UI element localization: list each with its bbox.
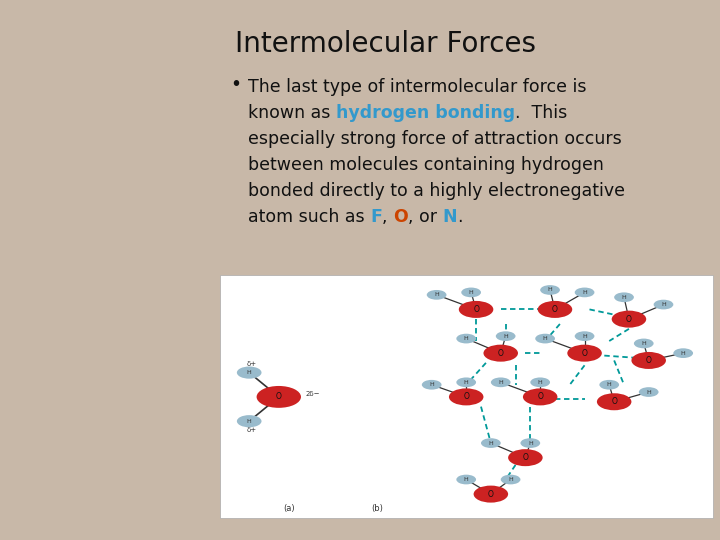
Circle shape	[531, 377, 550, 387]
Text: H: H	[464, 477, 469, 482]
Circle shape	[508, 449, 543, 466]
Text: H: H	[607, 382, 611, 387]
Circle shape	[599, 380, 619, 390]
Circle shape	[427, 290, 446, 300]
Circle shape	[456, 377, 476, 387]
Text: F: F	[370, 208, 382, 226]
Text: O: O	[646, 356, 652, 365]
Circle shape	[456, 475, 476, 484]
Text: O: O	[393, 208, 408, 226]
Text: H: H	[434, 292, 439, 298]
Text: H: H	[247, 370, 251, 375]
Circle shape	[538, 301, 572, 318]
Circle shape	[614, 292, 634, 302]
Text: •: •	[230, 75, 241, 94]
Circle shape	[459, 301, 493, 318]
Text: H: H	[464, 380, 469, 385]
Text: Intermolecular Forces: Intermolecular Forces	[235, 30, 536, 58]
Text: O: O	[276, 393, 282, 401]
Circle shape	[237, 367, 261, 379]
Text: atom such as: atom such as	[248, 208, 370, 226]
Circle shape	[483, 345, 518, 362]
Circle shape	[634, 339, 654, 348]
Text: The last type of intermolecular force is: The last type of intermolecular force is	[248, 78, 587, 96]
Circle shape	[462, 287, 481, 297]
Circle shape	[575, 287, 595, 297]
Text: H: H	[647, 389, 651, 395]
Text: H: H	[464, 336, 469, 341]
Circle shape	[500, 475, 521, 484]
Text: O: O	[498, 349, 504, 357]
Circle shape	[481, 438, 500, 448]
Circle shape	[422, 380, 441, 390]
Text: H: H	[469, 290, 474, 295]
Text: O: O	[488, 490, 494, 498]
Circle shape	[567, 345, 602, 362]
Circle shape	[521, 438, 540, 448]
Circle shape	[654, 300, 673, 309]
Text: H: H	[543, 336, 547, 341]
Text: H: H	[508, 477, 513, 482]
Text: bonded directly to a highly electronegative: bonded directly to a highly electronegat…	[248, 182, 625, 200]
Text: hydrogen bonding: hydrogen bonding	[336, 104, 515, 122]
Text: δ+: δ+	[246, 361, 257, 367]
Circle shape	[631, 352, 666, 369]
Text: H: H	[247, 418, 251, 424]
Circle shape	[449, 388, 483, 406]
Text: N: N	[442, 208, 457, 226]
Text: H: H	[548, 287, 552, 293]
Text: H: H	[582, 334, 587, 339]
Text: O: O	[463, 393, 469, 401]
Circle shape	[575, 331, 595, 341]
Text: H: H	[503, 334, 508, 339]
Text: H: H	[582, 290, 587, 295]
Circle shape	[535, 334, 555, 343]
Text: known as: known as	[248, 104, 336, 122]
Text: 2δ−: 2δ−	[306, 392, 320, 397]
Text: H: H	[621, 295, 626, 300]
Text: H: H	[661, 302, 666, 307]
Circle shape	[491, 377, 510, 387]
Circle shape	[523, 388, 557, 406]
Circle shape	[612, 310, 647, 328]
Text: especially strong force of attraction occurs: especially strong force of attraction oc…	[248, 130, 622, 148]
Circle shape	[256, 386, 301, 408]
Circle shape	[540, 285, 560, 295]
Text: O: O	[611, 397, 617, 406]
Circle shape	[237, 415, 261, 427]
Text: δ+: δ+	[246, 427, 257, 433]
Text: , or: , or	[408, 208, 442, 226]
Circle shape	[597, 393, 631, 410]
Text: .: .	[457, 208, 462, 226]
Text: H: H	[498, 380, 503, 385]
Text: O: O	[473, 305, 479, 314]
Text: H: H	[642, 341, 646, 346]
Text: (a): (a)	[283, 504, 294, 513]
Circle shape	[639, 387, 659, 397]
Circle shape	[456, 334, 476, 343]
Circle shape	[673, 348, 693, 358]
Text: .  This: . This	[515, 104, 567, 122]
Text: H: H	[681, 350, 685, 356]
Text: between molecules containing hydrogen: between molecules containing hydrogen	[248, 156, 604, 174]
Text: O: O	[582, 349, 588, 357]
Text: H: H	[488, 441, 493, 446]
Text: O: O	[552, 305, 558, 314]
Circle shape	[474, 485, 508, 503]
Text: O: O	[523, 453, 528, 462]
Text: O: O	[537, 393, 543, 401]
Circle shape	[496, 331, 516, 341]
Text: H: H	[429, 382, 434, 387]
FancyBboxPatch shape	[220, 275, 713, 518]
Text: (b): (b)	[372, 504, 383, 513]
Text: ,: ,	[382, 208, 393, 226]
Text: H: H	[538, 380, 543, 385]
Text: O: O	[626, 315, 632, 323]
Text: H: H	[528, 441, 533, 446]
